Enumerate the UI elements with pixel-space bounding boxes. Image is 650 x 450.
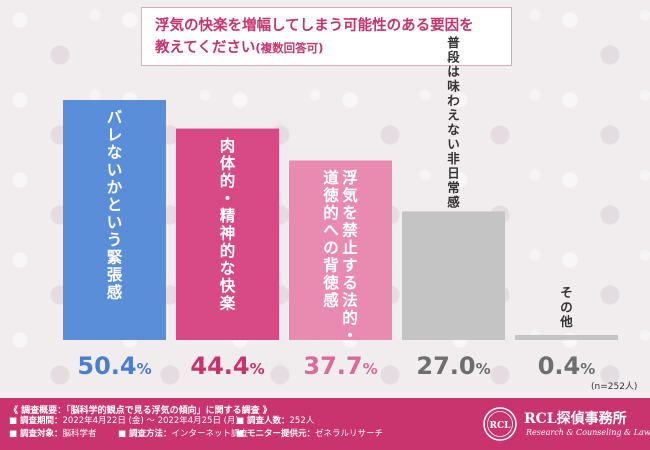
bar-1 (63, 100, 166, 340)
bar-4 (402, 211, 505, 340)
title-line-2-main: 教えてください (155, 40, 256, 56)
value-label-3: 37.7% (303, 352, 377, 380)
survey-method-value: インターネット調査 (171, 429, 249, 439)
survey-period-key: ■ 調査期間： (9, 416, 63, 426)
survey-period-value: 2022年4月22日 (金) ～ 2022年4月25日 (月) (62, 416, 239, 426)
category-label-2: 肉体的・精神的な快楽 (220, 136, 236, 313)
value-label-5: 0.4% (538, 352, 596, 380)
chart-title: 浮気の快楽を増幅してしまう可能性のある要因を 教えてください(複数回答可) (141, 7, 512, 66)
bar-2 (176, 128, 279, 340)
survey-period: ■ 調査期間：2022年4月22日 (金) ～ 2022年4月25日 (月) (9, 416, 239, 427)
sample-size-label: (n=252人) (591, 382, 638, 392)
value-label-1: 50.4% (77, 352, 151, 380)
category-label-3-line-2: 道徳的への背徳感 (322, 168, 339, 310)
category-label-3-line-1: 浮気を禁止する法的・ (342, 168, 358, 345)
category-label-4: 普段は味わえない非日常感 (447, 35, 460, 210)
survey-method-key: ■ 調査方法： (118, 429, 172, 439)
value-label-2: 44.4% (190, 352, 264, 380)
rcl-logo: RCL (483, 407, 517, 441)
brand-name: RCL探偵事務所 (524, 411, 627, 427)
bar-3 (289, 160, 392, 340)
survey-monitor-value: ゼネラルリサーチ (315, 429, 384, 439)
title-line-2: 教えてください(複数回答可) (155, 37, 511, 59)
logo-letters: RCL (490, 421, 512, 431)
bar-chart: バレないかという緊張感 50.4% 肉体的・精神的な快楽 44.4% 浮気を禁止する法的… (63, 35, 618, 380)
brand-subtitle: Research & Counseling & Law (526, 428, 650, 437)
survey-title: 《 調査概要：「脳科学的観点で見る浮気の傾向」に関する調査 》 (9, 406, 272, 416)
survey-target-key: ■ 調査対象： (9, 429, 63, 439)
survey-footer: 《 調査概要：「脳科学的観点で見る浮気の傾向」に関する調査 》 ■ 調査期間：2… (0, 398, 650, 450)
survey-monitor-key: ■ モニター提供元： (236, 429, 315, 439)
category-label-5: その他 (559, 285, 573, 329)
title-note: (複数回答可) (255, 41, 324, 55)
category-label-1: バレないかという緊張感 (107, 109, 123, 302)
survey-target-value: 脳科学者 (62, 429, 97, 439)
value-label-4: 27.0% (416, 352, 490, 380)
survey-count-value: 252人 (289, 416, 315, 426)
survey-monitor: ■ モニター提供元：ゼネラルリサーチ (236, 429, 383, 440)
survey-target: ■ 調査対象：脳科学者 (9, 429, 97, 440)
survey-method: ■ 調査方法：インターネット調査 (118, 429, 248, 440)
title-line-1: 浮気の快楽を増幅してしまう可能性のある要因を (155, 18, 474, 34)
bar-5 (515, 335, 618, 340)
survey-count: ■ 調査人数：252人 (236, 416, 314, 427)
survey-count-key: ■ 調査人数： (236, 416, 290, 426)
